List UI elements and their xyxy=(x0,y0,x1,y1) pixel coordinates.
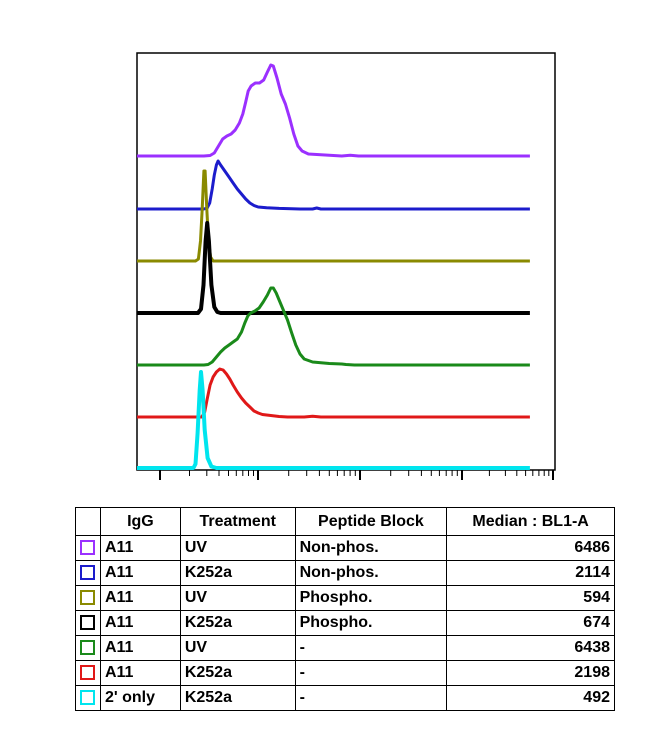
row-median: 6438 xyxy=(446,635,615,661)
color-swatch xyxy=(80,565,96,581)
row-median: 6486 xyxy=(446,535,615,561)
row-igg: A11 xyxy=(99,660,181,686)
table-row: A11 UV - 6438 xyxy=(75,635,615,661)
row-swatch-cell xyxy=(75,585,101,611)
histogram-traces xyxy=(137,63,530,470)
row-treatment: K252a xyxy=(179,660,296,686)
row-swatch-cell xyxy=(75,535,101,561)
legend-header-row: IgG Treatment Peptide Block Median : BL1… xyxy=(75,507,615,536)
histogram-trace-2 xyxy=(137,159,530,211)
row-treatment: K252a xyxy=(179,685,296,711)
histogram-trace-7 xyxy=(137,370,530,470)
header-swatch xyxy=(75,507,101,536)
row-igg: A11 xyxy=(99,535,181,561)
header-treatment: Treatment xyxy=(179,507,296,536)
table-row: A11 K252a Phospho. 674 xyxy=(75,610,615,636)
row-peptide-block: Non-phos. xyxy=(294,535,448,561)
row-median: 674 xyxy=(446,610,615,636)
row-treatment: K252a xyxy=(179,560,296,586)
histogram-trace-6 xyxy=(137,367,530,419)
row-peptide-block: - xyxy=(294,660,448,686)
x-axis-ticks xyxy=(159,470,554,480)
row-swatch-cell xyxy=(75,560,101,586)
color-swatch xyxy=(80,690,96,706)
row-peptide-block: Phospho. xyxy=(294,610,448,636)
row-median: 2198 xyxy=(446,660,615,686)
row-igg: A11 xyxy=(99,610,181,636)
table-row: A11 UV Phospho. 594 xyxy=(75,585,615,611)
histogram-overlay-chart xyxy=(136,52,556,480)
row-median: 2114 xyxy=(446,560,615,586)
row-swatch-cell xyxy=(75,660,101,686)
row-swatch-cell xyxy=(75,685,101,711)
row-treatment: UV xyxy=(179,535,296,561)
legend-table: IgG Treatment Peptide Block Median : BL1… xyxy=(75,507,615,711)
row-peptide-block: Phospho. xyxy=(294,585,448,611)
color-swatch xyxy=(80,640,96,656)
histogram-trace-1 xyxy=(137,63,530,158)
row-swatch-cell xyxy=(75,635,101,661)
histogram-trace-4 xyxy=(137,221,530,315)
row-igg: 2' only xyxy=(99,685,181,711)
row-peptide-block: - xyxy=(294,685,448,711)
row-peptide-block: Non-phos. xyxy=(294,560,448,586)
table-row: A11 K252a - 2198 xyxy=(75,660,615,686)
row-igg: A11 xyxy=(99,560,181,586)
table-row: 2' only K252a - 492 xyxy=(75,685,615,711)
color-swatch xyxy=(80,615,96,631)
row-treatment: UV xyxy=(179,635,296,661)
row-igg: A11 xyxy=(99,585,181,611)
row-swatch-cell xyxy=(75,610,101,636)
row-median: 492 xyxy=(446,685,615,711)
row-median: 594 xyxy=(446,585,615,611)
histogram-trace-5 xyxy=(137,286,530,367)
row-treatment: UV xyxy=(179,585,296,611)
color-swatch xyxy=(80,665,96,681)
header-peptide-block: Peptide Block xyxy=(294,507,448,536)
row-igg: A11 xyxy=(99,635,181,661)
table-row: A11 UV Non-phos. 6486 xyxy=(75,535,615,561)
color-swatch xyxy=(80,590,96,606)
header-median: Median : BL1-A xyxy=(446,507,615,536)
table-row: A11 K252a Non-phos. 2114 xyxy=(75,560,615,586)
row-treatment: K252a xyxy=(179,610,296,636)
row-peptide-block: - xyxy=(294,635,448,661)
header-igg: IgG xyxy=(99,507,181,536)
color-swatch xyxy=(80,540,96,556)
